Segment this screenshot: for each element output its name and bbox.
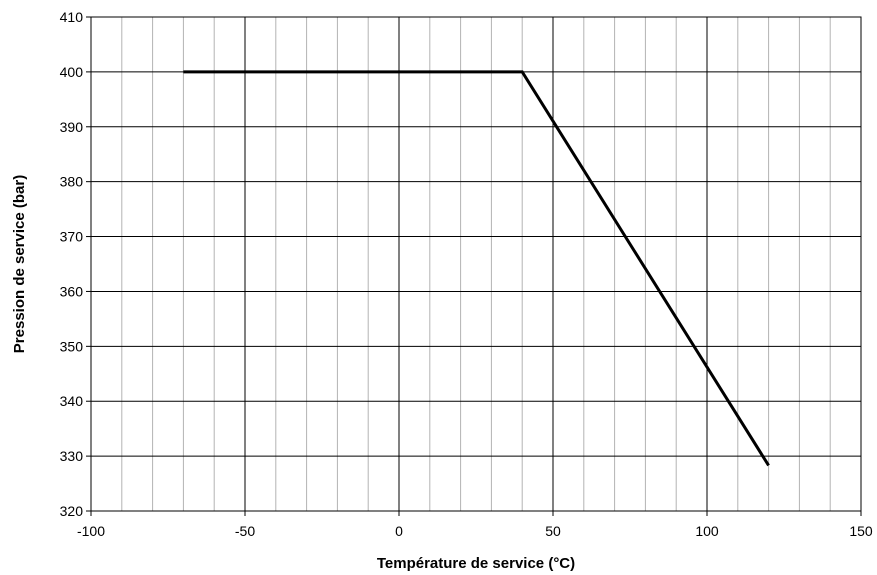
x-tick-label: -100 <box>77 523 105 539</box>
x-tick-label: 100 <box>695 523 719 539</box>
series-line <box>183 70 770 467</box>
y-tick-label: 390 <box>60 119 84 135</box>
x-tick-label: 50 <box>545 523 561 539</box>
x-axis-tick-labels: -100 -50 0 50 100 150 <box>77 511 873 539</box>
x-axis-title: Température de service (°C) <box>377 555 575 572</box>
x-tick-label: -50 <box>235 523 255 539</box>
y-tick-label: 320 <box>60 503 84 519</box>
y-tick-label: 350 <box>60 338 84 354</box>
y-axis-tick-labels: 320 330 340 350 360 370 380 390 400 410 <box>60 9 91 519</box>
y-tick-label: 370 <box>60 229 84 245</box>
y-tick-label: 330 <box>60 448 84 464</box>
y-tick-label: 400 <box>60 64 84 80</box>
plot-frame <box>90 16 862 512</box>
grid-minor <box>121 17 831 511</box>
grid-major <box>91 17 861 511</box>
y-tick-label: 380 <box>60 174 84 190</box>
y-tick-label: 410 <box>60 9 84 25</box>
y-axis-title: Pression de service (bar) <box>11 175 28 353</box>
x-tick-label: 0 <box>395 523 403 539</box>
y-tick-label: 340 <box>60 393 84 409</box>
y-tick-label: 360 <box>60 283 84 299</box>
series-layer <box>183 70 770 467</box>
x-tick-label: 150 <box>849 523 873 539</box>
